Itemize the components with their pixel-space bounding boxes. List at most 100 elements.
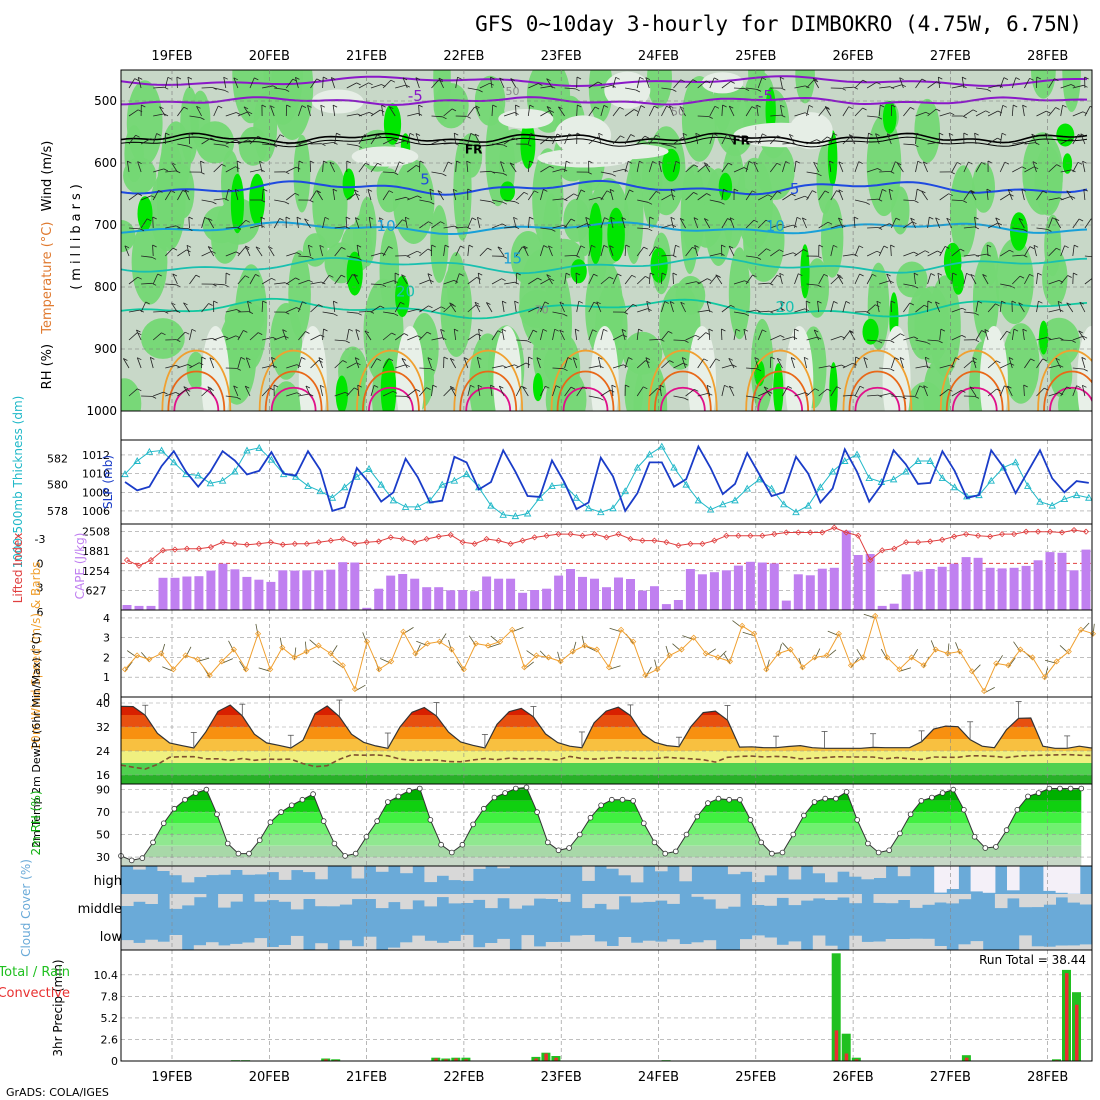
- wind-barb-tick: [620, 135, 625, 139]
- li-point: [303, 540, 310, 547]
- wind-barb-tick: [172, 273, 178, 277]
- cloud-clear-cell: [897, 939, 911, 950]
- wind-barb-tick: [309, 256, 314, 260]
- wind-barb-tick: [186, 244, 192, 248]
- wind-barb: [1048, 337, 1060, 341]
- wind-barb-tick: [730, 81, 735, 84]
- wind-barb-tick: [139, 228, 145, 232]
- surface-isotherm: [270, 387, 317, 411]
- wind-barb: [286, 392, 297, 397]
- wind-barb: [661, 360, 670, 369]
- wind-barb-tick: [367, 189, 373, 192]
- rh-blob-wet: [570, 259, 587, 284]
- wind-barb: [453, 133, 457, 145]
- wind-barb: [903, 199, 915, 201]
- cloud-clear-cell: [509, 894, 522, 909]
- wind-barb: [455, 226, 467, 229]
- wind-barb-tick: [146, 218, 152, 222]
- cape-bar: [230, 569, 240, 610]
- wind-barb: [915, 78, 923, 89]
- cloud-clear-cell: [460, 866, 474, 881]
- wind-barb: [334, 133, 337, 145]
- li-point: [159, 547, 167, 554]
- pressure-tick: 800: [94, 280, 117, 294]
- wind-barb-tick: [803, 249, 808, 252]
- rh-label: RH (%): [40, 344, 55, 389]
- wind-barb: [358, 134, 365, 145]
- wind-barb: [126, 161, 130, 173]
- wind-barb: [1072, 272, 1074, 285]
- thickness-point: [231, 467, 239, 475]
- wind-tick: 0: [103, 691, 110, 704]
- wind-barb-tick: [1001, 300, 1006, 304]
- rh-point: [256, 837, 263, 843]
- wind-barb: [575, 272, 578, 285]
- cloud-clear-cell: [667, 894, 680, 904]
- wind-barb-tick: [418, 104, 423, 108]
- wind-barb: [1072, 367, 1084, 370]
- wind-barb-tick: [936, 81, 941, 85]
- wind-barb-tick: [833, 301, 838, 304]
- wind-barb: [307, 105, 311, 117]
- wind-barb-tick: [467, 188, 472, 192]
- wind-barb-tick: [1029, 77, 1034, 81]
- rh-point: [630, 797, 636, 804]
- rh-blob-wet: [588, 202, 603, 265]
- wind-barb-tick: [134, 78, 139, 81]
- wind-barb-tick: [1082, 160, 1087, 164]
- wind-barb: [685, 281, 697, 285]
- wind-barb: [854, 199, 866, 203]
- wind-barb-tick: [137, 388, 142, 392]
- li-point: [963, 531, 970, 538]
- pressure-tick: 500: [94, 94, 117, 108]
- wind-barb: [609, 189, 614, 201]
- cape-bar: [374, 588, 384, 610]
- wind-barb-tick: [946, 217, 951, 221]
- wind-barb: [1031, 133, 1037, 145]
- rh-blob-wet: [1056, 123, 1075, 147]
- grads-credit: GrADS: COLA/IGES: [6, 1086, 109, 1099]
- wind-barb: [395, 140, 406, 145]
- wind-barb: [645, 77, 650, 89]
- wind-barb-tick: [606, 190, 612, 194]
- wind-point: [557, 658, 564, 665]
- wind-barb-tick: [728, 162, 733, 166]
- isotherm-label: FR: [465, 143, 482, 157]
- wind-barb: [1011, 329, 1015, 341]
- wind-barb-tick: [430, 201, 435, 205]
- wind-barb: [176, 76, 178, 89]
- li-point: [999, 531, 1006, 538]
- wind-barb: [286, 364, 297, 369]
- wind-barb: [564, 357, 569, 369]
- rh-dry-patch: [882, 326, 911, 411]
- wind-barb: [745, 274, 753, 285]
- wind-barb: [355, 329, 360, 341]
- wind-barb: [1022, 329, 1025, 341]
- wind-point: [291, 654, 298, 661]
- wind-barb-tick: [575, 88, 580, 92]
- wind-barb: [1008, 357, 1013, 369]
- wind-barb: [449, 358, 457, 369]
- wind-barb-tick: [660, 338, 665, 342]
- wind-barb-tick: [744, 88, 750, 91]
- wind-barb: [564, 386, 572, 397]
- wind-barb: [612, 273, 618, 285]
- wind-barb-tick: [948, 193, 953, 197]
- wind-barb: [1072, 218, 1080, 229]
- wind-barb-tick: [611, 173, 616, 177]
- li-point: [327, 537, 334, 544]
- wind-barb-tick: [221, 163, 226, 167]
- cloud-clear-cell: [982, 866, 996, 893]
- wind-barb: [153, 86, 165, 89]
- wind-barb: [201, 303, 209, 313]
- precip-conv-bar: [854, 1059, 859, 1061]
- wind-barb-tick: [501, 328, 507, 332]
- wind-barb-tick: [403, 333, 409, 336]
- wind-barb-tick: [235, 139, 241, 143]
- wind-barb: [515, 104, 517, 117]
- wind-barb-tick: [865, 202, 870, 205]
- wind-barb: [697, 193, 707, 201]
- cape-bar: [1081, 549, 1091, 610]
- wind-barb: [467, 304, 477, 313]
